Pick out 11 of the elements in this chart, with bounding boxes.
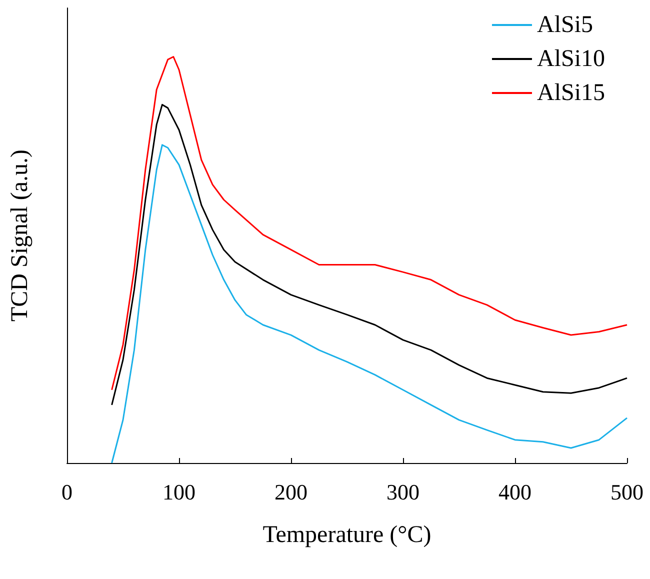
- x-tick-label: 100: [162, 480, 196, 504]
- y-axis-title: TCD Signal (a.u.): [7, 150, 33, 322]
- x-tick-label: 200: [274, 480, 308, 504]
- x-tick-label: 0: [62, 480, 72, 504]
- legend-label: AlSi10: [536, 46, 605, 72]
- x-tick-label: 500: [610, 480, 644, 504]
- legend-label: AlSi15: [536, 80, 605, 106]
- x-tick-label: 400: [498, 480, 532, 504]
- x-axis-title: Temperature (°C): [262, 522, 432, 548]
- x-tick-label: 300: [386, 480, 420, 504]
- legend-label: AlSi5: [536, 12, 593, 38]
